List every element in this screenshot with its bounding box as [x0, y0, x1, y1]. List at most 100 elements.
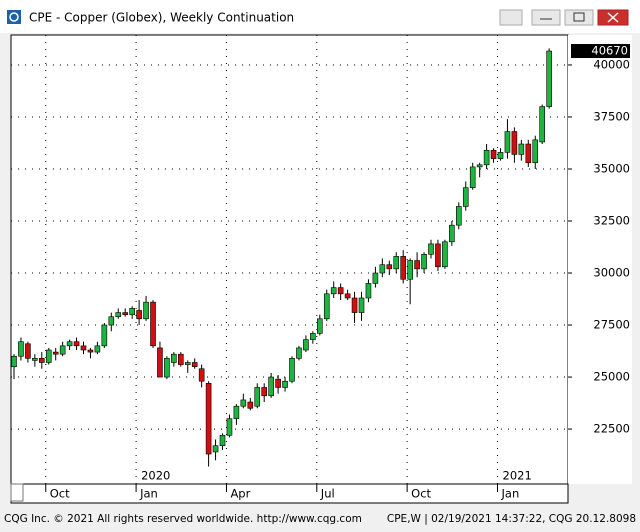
- candle-body: [122, 312, 128, 315]
- candle-body: [462, 187, 469, 207]
- candle-body: [449, 224, 455, 243]
- candle-body: [261, 387, 268, 397]
- candle-body: [101, 324, 108, 347]
- year-label: 2020: [141, 469, 170, 483]
- candle-body: [546, 50, 552, 107]
- window-title: CPE - Copper (Globex), Weekly Continuati…: [29, 11, 294, 25]
- candle-body: [25, 343, 31, 359]
- y-tick-label: 37500: [593, 109, 630, 123]
- candle-body: [518, 143, 525, 155]
- candle-body: [178, 353, 184, 365]
- link-button[interactable]: [499, 9, 523, 26]
- candle-body: [38, 358, 45, 363]
- candle-body: [289, 358, 295, 382]
- x-tick-label: Jan: [139, 487, 158, 501]
- candle-body: [136, 310, 142, 320]
- candle-body: [198, 368, 205, 382]
- candle-body: [344, 293, 351, 299]
- year-label: 2021: [503, 469, 532, 483]
- plot-area: [10, 34, 569, 485]
- candle-body: [379, 264, 386, 274]
- candle-body: [351, 297, 358, 313]
- candle-body: [11, 355, 17, 367]
- x-tick-label: Apr: [230, 487, 250, 501]
- candle-body: [511, 131, 518, 155]
- candle-body: [184, 362, 191, 365]
- y-axis-area: [568, 35, 632, 484]
- x-tick-label: Jul: [320, 487, 335, 501]
- close-glyph: [607, 12, 619, 23]
- candle-body: [393, 256, 400, 270]
- last-price-box: [571, 44, 630, 59]
- candle-body: [73, 341, 80, 347]
- candle-body: [365, 283, 372, 299]
- candle-body: [476, 164, 483, 168]
- candle-body: [233, 405, 240, 419]
- candle-body: [94, 345, 101, 353]
- candle-body: [108, 316, 115, 326]
- candle-body: [268, 376, 274, 397]
- candle-body: [66, 341, 73, 347]
- candle-body: [59, 345, 66, 355]
- candle-body: [316, 318, 323, 334]
- candle-body: [240, 399, 247, 407]
- app-icon-glyph: [9, 12, 19, 22]
- candle-body: [212, 445, 219, 453]
- y-tick-label: 40000: [593, 57, 630, 71]
- candle-body: [490, 149, 497, 159]
- candle-body: [386, 264, 393, 270]
- candle-body: [157, 347, 163, 378]
- scroll-box[interactable]: [10, 483, 24, 502]
- y-tick-label: 32500: [593, 214, 630, 228]
- footer-status: CPE,W | 02/19/2021 14:37:22, CQG 20.12.8…: [387, 513, 636, 525]
- minimize-button[interactable]: [531, 9, 561, 26]
- candle-body: [400, 256, 407, 280]
- candle-body: [171, 353, 177, 363]
- candle-body: [539, 106, 546, 143]
- candle-body: [421, 253, 427, 270]
- candle-body: [407, 260, 413, 280]
- y-tick-label: 27500: [593, 318, 630, 332]
- candle-body: [45, 349, 52, 363]
- candle-body: [191, 362, 198, 367]
- footer-copyright: CQG Inc. © 2021 All rights reserved worl…: [4, 513, 362, 525]
- candle-body: [219, 435, 226, 447]
- candle-body: [52, 351, 59, 355]
- candle-body: [497, 152, 504, 159]
- y-tick-label: 22500: [593, 422, 630, 436]
- candle-body: [455, 206, 462, 226]
- app-icon: [7, 10, 21, 24]
- last-price-label: 40670: [591, 44, 628, 58]
- x-tick-label: Oct: [411, 487, 431, 501]
- candle-body: [80, 345, 87, 351]
- candle-body: [372, 272, 379, 284]
- y-tick-label: 30000: [593, 266, 630, 280]
- candle-body: [205, 382, 212, 455]
- candle-body: [483, 149, 490, 166]
- candle-body: [150, 301, 156, 347]
- candle-body: [310, 333, 316, 340]
- candle-body: [282, 380, 288, 388]
- x-axis-area: [10, 483, 569, 504]
- candle-body: [358, 297, 365, 313]
- candle-body: [296, 347, 302, 359]
- candle-body: [115, 312, 122, 318]
- candle-body: [129, 308, 135, 315]
- candle-body: [428, 243, 434, 255]
- candle-body: [275, 378, 281, 388]
- candle-body: [164, 358, 170, 378]
- candle-body: [226, 418, 233, 436]
- candle-body: [504, 131, 511, 153]
- candle-body: [303, 339, 309, 351]
- candle-body: [254, 387, 261, 407]
- candle-body: [337, 287, 344, 295]
- candle-body: [18, 341, 24, 357]
- candle-body: [435, 243, 441, 268]
- candle-body: [247, 401, 254, 409]
- maximize-glyph: [573, 12, 585, 22]
- candle-body: [532, 139, 539, 164]
- x-tick-label: Jan: [501, 487, 520, 501]
- maximize-button[interactable]: [564, 9, 594, 26]
